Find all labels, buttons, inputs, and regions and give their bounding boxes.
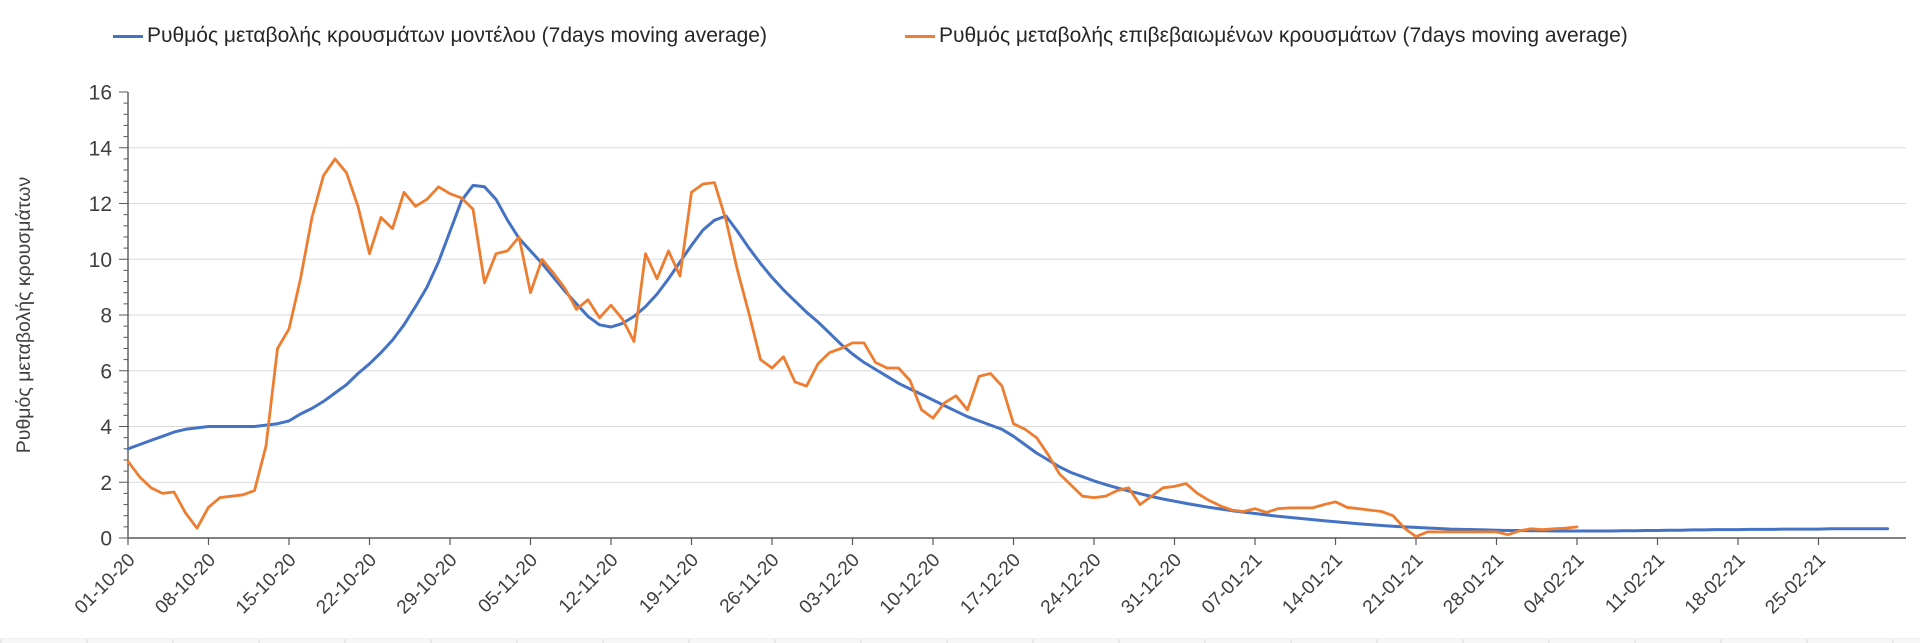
svg-text:12: 12: [89, 193, 112, 216]
svg-text:03-12-20: 03-12-20: [795, 550, 864, 619]
svg-text:18-02-21: 18-02-21: [1681, 550, 1750, 619]
svg-text:19-11-20: 19-11-20: [635, 550, 703, 618]
confirmed-series-line: [126, 157, 1579, 538]
svg-text:2: 2: [100, 472, 112, 495]
x-axis-ticks: [127, 538, 1820, 545]
y-axis-ticks: [119, 91, 128, 539]
svg-text:31-12-20: 31-12-20: [1117, 550, 1186, 619]
svg-text:6: 6: [100, 360, 112, 383]
chart-legend: Ρυθμός μεταβολής κρουσμάτων μοντέλου (7d…: [0, 0, 1920, 60]
y-gridlines: [128, 147, 1906, 483]
legend-item-confirmed-series: Ρυθμός μεταβολής επιβεβαιωμένων κρουσμάτ…: [905, 24, 1628, 48]
svg-text:05-11-20: 05-11-20: [474, 550, 542, 618]
svg-text:26-11-20: 26-11-20: [716, 550, 784, 618]
y-axis-title: Ρυθμός μεταβολής κρουσμάτων: [13, 177, 35, 453]
svg-text:01-10-20: 01-10-20: [71, 550, 140, 619]
svg-text:15-10-20: 15-10-20: [232, 550, 301, 619]
svg-text:07-01-21: 07-01-21: [1198, 550, 1267, 619]
legend-item-model-series: Ρυθμός μεταβολής κρουσμάτων μοντέλου (7d…: [113, 24, 767, 48]
svg-text:21-01-21: 21-01-21: [1359, 550, 1428, 619]
svg-text:8: 8: [100, 305, 112, 328]
svg-text:12-11-20: 12-11-20: [555, 550, 623, 618]
svg-text:29-10-20: 29-10-20: [393, 550, 462, 619]
legend-label-model-series: Ρυθμός μεταβολής κρουσμάτων μοντέλου (7d…: [147, 24, 767, 47]
svg-text:0: 0: [100, 528, 112, 551]
svg-text:24-12-20: 24-12-20: [1037, 550, 1106, 619]
svg-text:4: 4: [100, 416, 112, 439]
svg-text:08-10-20: 08-10-20: [151, 550, 220, 619]
x-axis-labels: 01-10-20 08-10-20 15-10-20 22-10-20 29-10-20…: [71, 550, 1830, 619]
svg-text:04-02-21: 04-02-21: [1520, 550, 1589, 619]
svg-text:14-01-21: 14-01-21: [1278, 550, 1347, 619]
svg-text:28-01-21: 28-01-21: [1439, 550, 1508, 619]
model-series-line: [126, 183, 1889, 533]
legend-label-confirmed-series: Ρυθμός μεταβολής επιβεβαιωμένων κρουσμάτ…: [939, 24, 1628, 47]
legend-line-swatch-orange: [905, 34, 935, 38]
y-axis-labels: 0 2 4 6 8 10 12 14 16: [89, 82, 113, 551]
svg-text:10: 10: [89, 249, 112, 272]
legend-line-swatch-blue: [113, 34, 143, 38]
svg-text:17-12-20: 17-12-20: [956, 550, 1025, 619]
svg-text:11-02-21: 11-02-21: [1601, 550, 1669, 618]
svg-text:10-12-20: 10-12-20: [876, 550, 945, 619]
svg-text:14: 14: [89, 137, 113, 160]
bottom-edge-strip: [0, 638, 1920, 643]
svg-text:16: 16: [89, 82, 112, 105]
svg-text:25-02-21: 25-02-21: [1761, 550, 1830, 619]
svg-text:22-10-20: 22-10-20: [312, 550, 381, 619]
